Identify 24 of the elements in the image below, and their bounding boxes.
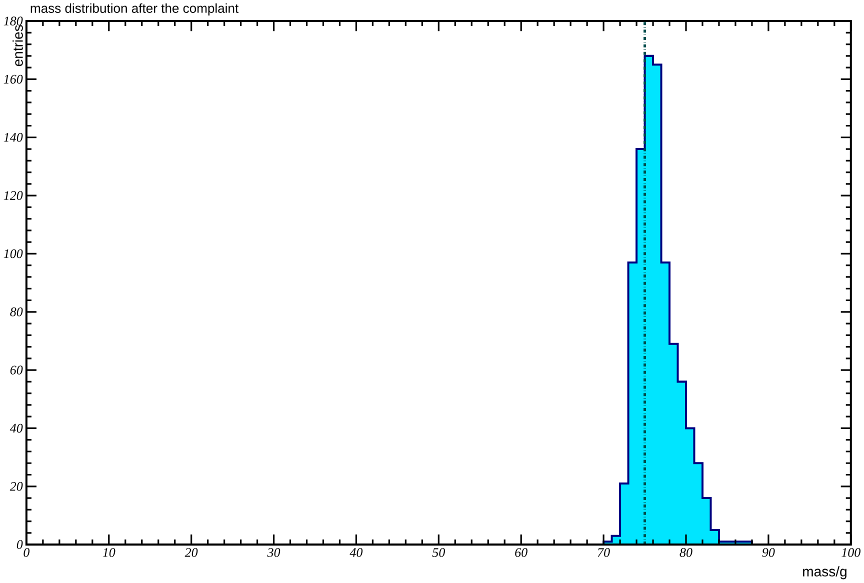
x-tick-label: 40 (350, 548, 363, 558)
x-tick-label: 90 (762, 548, 775, 558)
y-tick-label: 120 (4, 191, 23, 200)
y-tick-label: 100 (4, 250, 23, 258)
y-tick-label: 20 (10, 482, 23, 491)
x-tick-label: 60 (515, 548, 528, 558)
x-tick-label: 30 (267, 548, 280, 558)
x-tick-label: 10 (102, 548, 116, 558)
x-axis-title: mass/g (803, 566, 846, 580)
y-tick-label: 160 (4, 75, 23, 84)
x-tick-label: 0 (24, 548, 30, 558)
chart-title: mass distribution after the complaint (30, 4, 238, 16)
x-tick-label: 20 (184, 548, 198, 558)
x-tick-label: 80 (680, 548, 692, 558)
x-tick-label: 100 (842, 548, 861, 558)
x-tick-label: 70 (598, 548, 610, 558)
y-tick-label: 40 (10, 424, 23, 433)
y-tick-label: 140 (4, 133, 23, 142)
y-axis-title: entries (12, 25, 23, 66)
y-tick-label: 0 (16, 540, 23, 550)
y-tick-label: 180 (4, 16, 23, 26)
x-tick-label: 50 (432, 548, 446, 558)
y-tick-label: 60 (10, 366, 23, 375)
y-tick-label: 80 (10, 308, 23, 316)
